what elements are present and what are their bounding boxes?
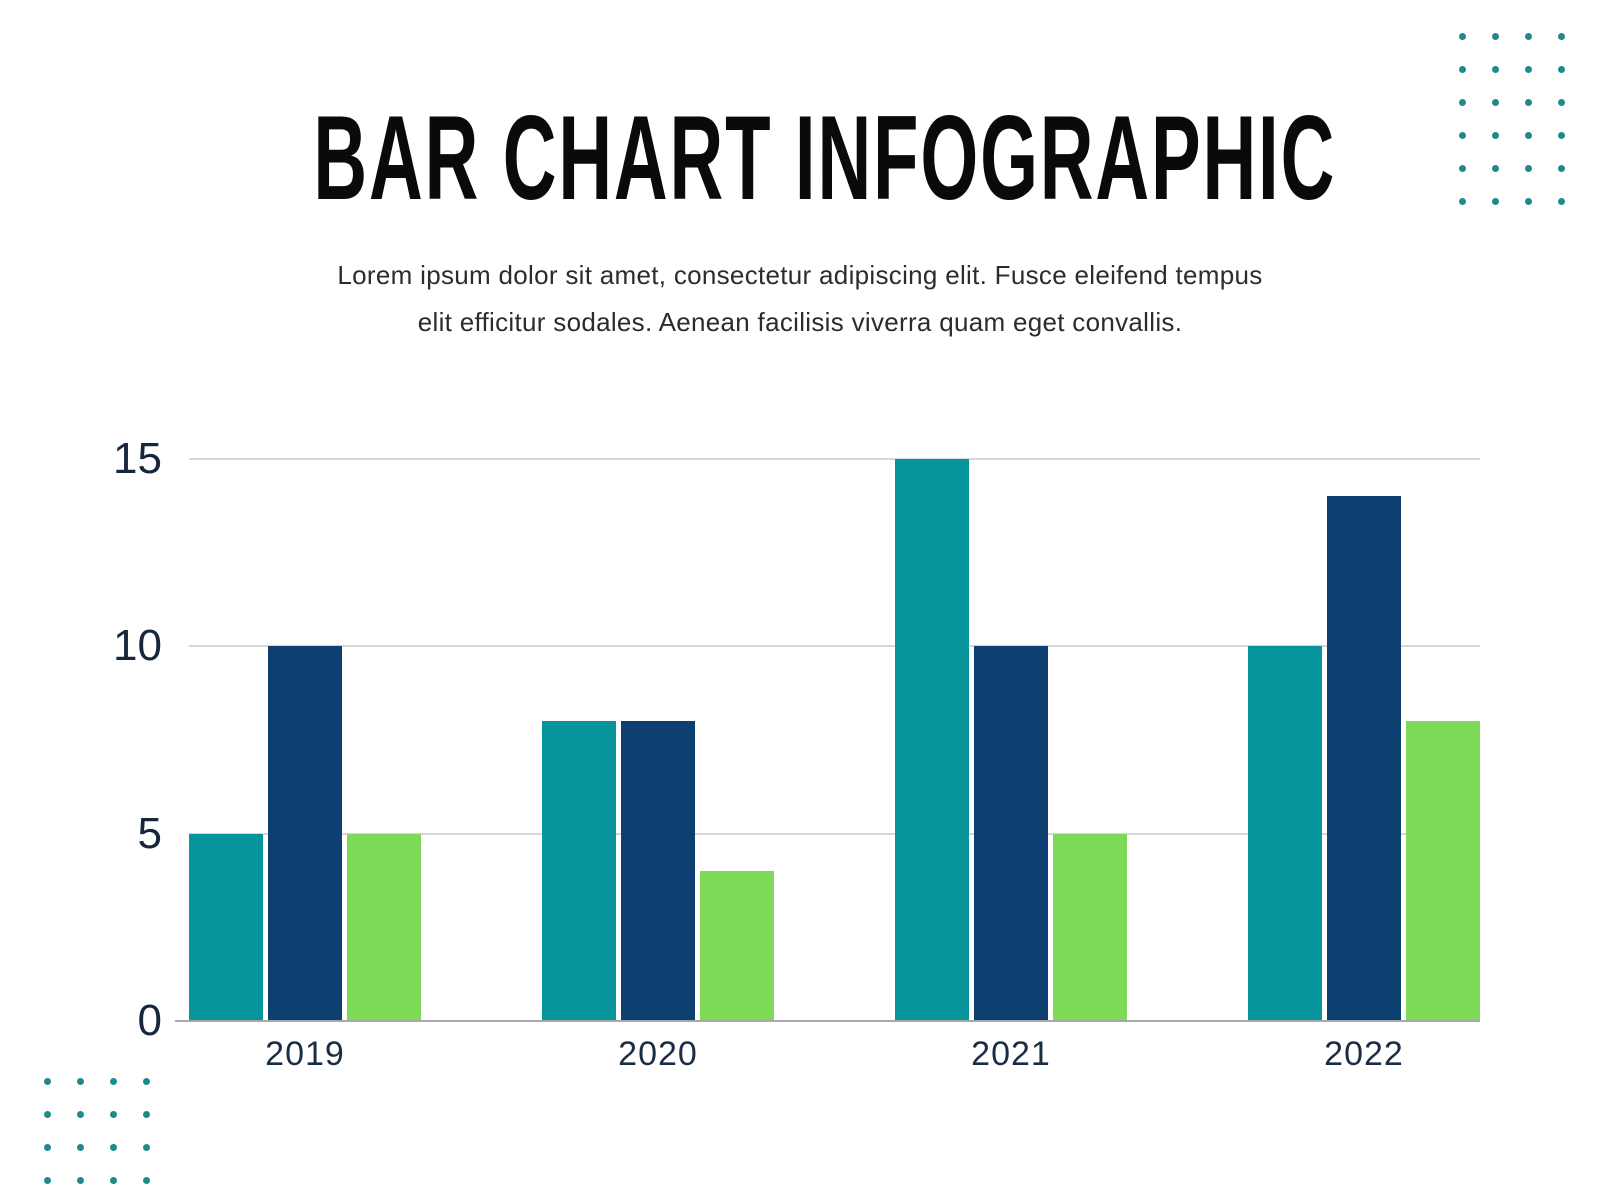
decor-dot-icon: [44, 1144, 51, 1151]
bar-group-2022: 2022: [1248, 459, 1480, 1073]
bar-group-2019: 2019: [189, 459, 421, 1073]
subtitle-line-2: elit efficitur sodales. Aenean facilisis…: [417, 307, 1183, 337]
decor-dot-icon: [1459, 66, 1466, 73]
x-axis-label-2019: 2019: [265, 1035, 345, 1073]
decor-dot-icon: [1525, 33, 1532, 40]
decor-dot-icon: [77, 1144, 84, 1151]
decor-dot-icon: [1492, 198, 1499, 205]
bar-green-2019: [347, 833, 421, 1021]
decor-dot-icon: [1525, 99, 1532, 106]
x-axis-label-2020: 2020: [618, 1035, 698, 1073]
bar-teal-2019: [189, 833, 263, 1021]
page-title: BAR CHART INFOGRAPHIC: [0, 98, 1600, 218]
gridline-15: [189, 458, 1480, 460]
gridline-10: [189, 645, 1480, 648]
decor-dot-icon: [1492, 99, 1499, 106]
x-axis-baseline: [175, 1020, 1480, 1022]
subtitle-line-1: Lorem ipsum dolor sit amet, consectetur …: [337, 260, 1263, 290]
decor-dot-icon: [1558, 33, 1565, 40]
gridline-5: [189, 832, 1480, 835]
dot-grid-bottom-left-decor: [44, 1078, 150, 1184]
decor-dot-icon: [110, 1078, 117, 1085]
bar-teal-2021: [895, 459, 969, 1021]
bar-groups: 2019 2020 2021 2022: [189, 459, 1480, 1073]
decor-dot-icon: [1558, 165, 1565, 172]
decor-dot-icon: [44, 1177, 51, 1184]
decor-dot-icon: [1459, 165, 1466, 172]
bar-group-2021: 2021: [895, 459, 1127, 1073]
decor-dot-icon: [1525, 165, 1532, 172]
bar-navy-2020: [621, 721, 695, 1021]
decor-dot-icon: [1525, 66, 1532, 73]
bar-group-2020: 2020: [542, 459, 774, 1073]
decor-dot-icon: [77, 1111, 84, 1118]
bar-navy-2021: [974, 646, 1048, 1021]
decor-dot-icon: [143, 1078, 150, 1085]
decor-dot-icon: [1492, 66, 1499, 73]
page-title-text: BAR CHART INFOGRAPHIC: [313, 91, 1337, 225]
decor-dot-icon: [143, 1144, 150, 1151]
bar-navy-2022: [1327, 496, 1401, 1021]
decor-dot-icon: [1492, 165, 1499, 172]
decor-dot-icon: [110, 1111, 117, 1118]
y-axis-tick-label-15: 15: [113, 434, 162, 483]
bar-teal-2020: [542, 721, 616, 1021]
page-subtitle: Lorem ipsum dolor sit amet, consectetur …: [0, 252, 1600, 346]
decor-dot-icon: [1525, 132, 1532, 139]
x-axis-label-2022: 2022: [1324, 1035, 1404, 1073]
decor-dot-icon: [77, 1078, 84, 1085]
bar-green-2021: [1053, 833, 1127, 1021]
decor-dot-icon: [143, 1111, 150, 1118]
decor-dot-icon: [1525, 198, 1532, 205]
y-axis-tick-label-10: 10: [113, 621, 162, 671]
bar-chart-plot-area: 2019 2020 2021 2022: [175, 458, 1480, 1073]
dot-grid-top-right-decor: [1459, 33, 1565, 205]
decor-dot-icon: [44, 1111, 51, 1118]
bar-green-2020: [700, 871, 774, 1021]
decor-dot-icon: [143, 1177, 150, 1184]
decor-dot-icon: [1459, 132, 1466, 139]
decor-dot-icon: [1459, 33, 1466, 40]
decor-dot-icon: [110, 1144, 117, 1151]
decor-dot-icon: [1492, 33, 1499, 40]
decor-dot-icon: [1492, 132, 1499, 139]
decor-dot-icon: [1558, 132, 1565, 139]
y-axis-labels: 0 5 10 15: [0, 436, 162, 1044]
decor-dot-icon: [77, 1177, 84, 1184]
bar-green-2022: [1406, 721, 1480, 1021]
decor-dot-icon: [1459, 99, 1466, 106]
decor-dot-icon: [1558, 66, 1565, 73]
decor-dot-icon: [1558, 198, 1565, 205]
decor-dot-icon: [1459, 198, 1466, 205]
y-axis-tick-label-0: 0: [137, 996, 162, 1045]
y-axis-tick-label-5: 5: [137, 808, 162, 858]
bar-teal-2022: [1248, 646, 1322, 1021]
decor-dot-icon: [44, 1078, 51, 1085]
bar-navy-2019: [268, 646, 342, 1021]
decor-dot-icon: [110, 1177, 117, 1184]
x-axis-label-2021: 2021: [971, 1035, 1051, 1073]
decor-dot-icon: [1558, 99, 1565, 106]
